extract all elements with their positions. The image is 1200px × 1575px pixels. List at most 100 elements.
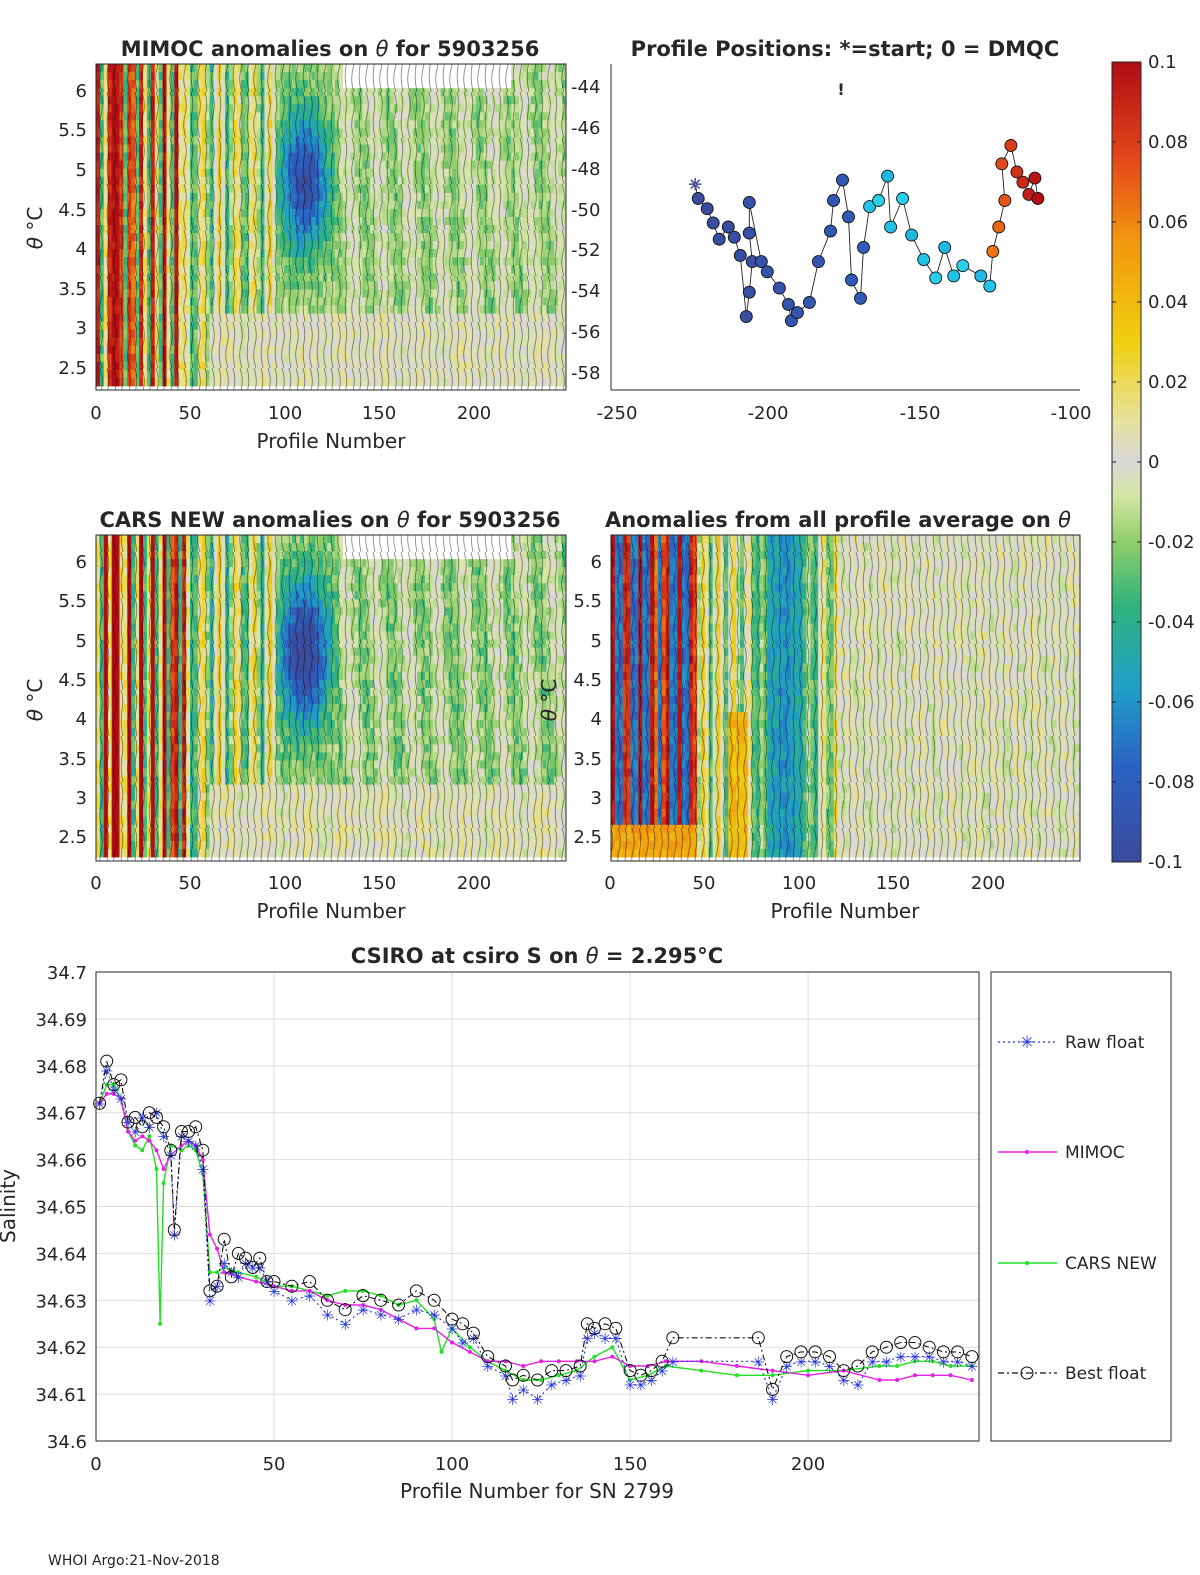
profile-position-marker bbox=[827, 194, 840, 207]
profile-position-marker bbox=[811, 255, 825, 269]
profile-position-marker bbox=[929, 271, 943, 285]
profile-position-marker bbox=[983, 279, 997, 293]
profile-position-marker bbox=[995, 157, 1009, 171]
profile-position-marker bbox=[992, 220, 1006, 234]
profile-position-marker bbox=[1016, 175, 1030, 189]
profile-position-marker bbox=[1028, 171, 1042, 185]
positions-ytick-54: -54 bbox=[571, 281, 600, 302]
profile-position-marker bbox=[986, 245, 1000, 258]
profile-position-marker bbox=[1010, 165, 1024, 179]
profile-position-marker bbox=[881, 169, 895, 183]
profile-position-marker bbox=[863, 200, 877, 214]
mimoc-xtick-50: 50 bbox=[179, 403, 202, 424]
mimoc-y-axis: 6 5.5 5 4.5 4 3.5 3 2.5 bbox=[58, 81, 87, 379]
positions-xtick-100: -100 bbox=[1051, 403, 1092, 424]
positions-x-axis: -250 -200 -150 -100 bbox=[597, 403, 1092, 424]
mimoc-ytick-4.5: 4.5 bbox=[58, 200, 87, 221]
positions-title: Profile Positions: *=start; 0 = DMQC bbox=[631, 37, 1060, 61]
profile-position-marker bbox=[824, 224, 837, 238]
colorbar-tick-label: -0.06 bbox=[1148, 692, 1195, 713]
cars-panel: CARS NEW anomalies on θ for 5903256 6 5.… bbox=[23, 508, 567, 923]
colorbar-tick-label: 0.08 bbox=[1148, 132, 1188, 153]
profile-position-marker bbox=[742, 226, 756, 240]
profile-position-marker bbox=[872, 194, 886, 207]
profile-position-marker bbox=[802, 295, 816, 309]
colorbar-tick-label: 0 bbox=[1148, 452, 1159, 473]
mimoc-xtick-200: 200 bbox=[457, 403, 491, 424]
profile-position-marker bbox=[733, 249, 747, 262]
dmqc-marker: ! bbox=[837, 80, 844, 99]
mimoc-x-axis: 0 50 100 150 200 bbox=[90, 403, 491, 424]
positions-xtick-200: -200 bbox=[748, 403, 789, 424]
colorbar-tick-label: 0.02 bbox=[1148, 372, 1188, 393]
profile-position-marker bbox=[917, 253, 931, 267]
colorbar-tick-label: -0.02 bbox=[1148, 532, 1195, 553]
positions-ytick-58: -58 bbox=[571, 363, 600, 384]
profile-position-marker bbox=[947, 269, 961, 283]
profile-position-marker bbox=[742, 196, 756, 209]
profile-position-marker bbox=[790, 306, 804, 320]
colorbar-tick-label: 0.1 bbox=[1148, 52, 1177, 73]
mimoc-panel: MIMOC anomalies on θ for 5903256 6 5.5 5… bbox=[23, 37, 567, 453]
profile-position-marker bbox=[1004, 139, 1018, 152]
mimoc-xtick-150: 150 bbox=[362, 403, 396, 424]
profile-position-marker bbox=[998, 194, 1012, 207]
profile-position-marker bbox=[739, 310, 753, 324]
profile-position-marker bbox=[706, 216, 720, 230]
positions-ytick-46: -46 bbox=[571, 118, 600, 139]
profile-position-marker bbox=[896, 192, 910, 205]
mimoc-xtick-0: 0 bbox=[90, 403, 101, 424]
profile-position-marker bbox=[956, 259, 970, 273]
profile-position-marker bbox=[1031, 192, 1045, 205]
mimoc-ytick-3: 3 bbox=[76, 318, 87, 339]
mimoc-ytick-2.5: 2.5 bbox=[58, 358, 87, 379]
mimoc-xlabel: Profile Number bbox=[257, 429, 407, 453]
profile-position-marker bbox=[884, 220, 898, 234]
mimoc-ylabel: θ °C bbox=[23, 207, 47, 250]
profile-position-marker bbox=[700, 202, 714, 216]
mimoc-ytick-6: 6 bbox=[76, 81, 87, 102]
positions-ytick-48: -48 bbox=[571, 159, 600, 180]
float-track: ✳ bbox=[688, 139, 1045, 328]
positions-xtick-150: -150 bbox=[900, 403, 941, 424]
profile-position-marker bbox=[938, 240, 952, 254]
positions-ytick-52: -52 bbox=[571, 240, 600, 261]
positions-ytick-56: -56 bbox=[571, 322, 600, 343]
mimoc-ytick-4: 4 bbox=[76, 239, 87, 260]
profile-position-marker bbox=[836, 173, 849, 187]
colorbar-tick-label: 0.06 bbox=[1148, 212, 1188, 233]
colorbar-tick-label: -0.1 bbox=[1148, 852, 1183, 873]
profile-position-marker bbox=[721, 220, 735, 234]
cars-title: CARS NEW anomalies on θ for 5903256 bbox=[99, 508, 560, 532]
positions-ytick-44: -44 bbox=[571, 77, 600, 98]
mimoc-contours bbox=[96, 64, 566, 390]
profile-position-marker bbox=[742, 285, 756, 299]
profile-position-marker bbox=[842, 210, 855, 224]
mimoc-axes-box bbox=[95, 63, 567, 391]
colorbar-tick-label: 0.04 bbox=[1148, 292, 1188, 313]
start-star-icon: ✳ bbox=[688, 175, 701, 194]
positions-y-axis: -44 -46 -48 -50 -52 -54 -56 -58 bbox=[571, 77, 600, 384]
profile-position-marker bbox=[712, 232, 726, 246]
profile-position-marker bbox=[781, 297, 795, 311]
profile-position-marker bbox=[754, 255, 768, 269]
positions-ytick-50: -50 bbox=[571, 200, 600, 221]
colorbar-tick-label: -0.08 bbox=[1148, 772, 1195, 793]
profile-position-marker bbox=[760, 265, 774, 279]
positions-panel: Profile Positions: *=start; 0 = DMQC -44… bbox=[571, 37, 1195, 873]
colorbar bbox=[1111, 61, 1142, 863]
mimoc-ytick-5.5: 5.5 bbox=[58, 120, 87, 141]
colorbar-ticks: 0.1 0.08 0.06 0.04 0.02 0 -0.02 -0.04 -0.06 -0.08… bbox=[1112, 52, 1195, 873]
profile-position-marker bbox=[727, 230, 741, 244]
profile-position-marker bbox=[845, 273, 858, 287]
positions-xtick-250: -250 bbox=[597, 403, 638, 424]
profile-position-marker bbox=[905, 228, 919, 242]
mimoc-title: MIMOC anomalies on θ for 5903256 bbox=[121, 37, 540, 61]
mimoc-ytick-3.5: 3.5 bbox=[58, 279, 87, 300]
profile-position-marker bbox=[854, 291, 867, 305]
mimoc-xtick-100: 100 bbox=[268, 403, 302, 424]
mimoc-ytick-5: 5 bbox=[76, 160, 87, 181]
profile-position-marker bbox=[857, 240, 870, 254]
colorbar-tick-label: -0.04 bbox=[1148, 612, 1195, 633]
